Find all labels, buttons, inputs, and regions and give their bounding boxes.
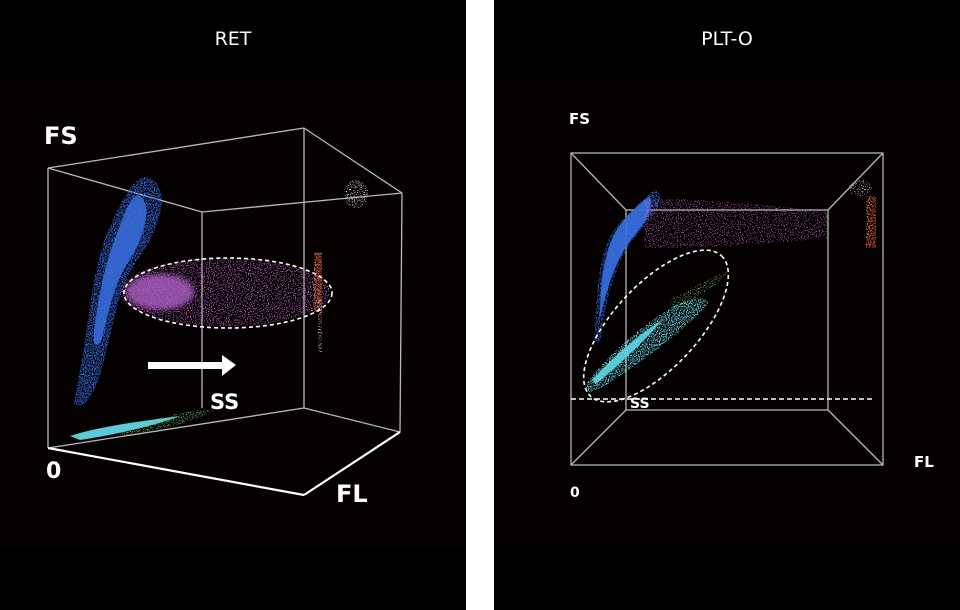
front-axes [47,431,401,497]
platelet-cluster-core [592,320,662,384]
ret-scatter-plot: FS SS FL 0 [44,122,403,508]
platelet-cluster-green [670,270,730,310]
axis-label-fs: FS [44,122,78,150]
arrow-icon [148,355,236,376]
box-wireframe [570,152,884,466]
retic-cluster [644,199,828,248]
panel-title-plt-o: PLT-O [701,28,753,50]
retic-cluster-dense [126,274,194,310]
axis-origin-0: 0 [570,485,580,501]
axis-origin-0: 0 [46,459,61,484]
white-streak [318,180,368,352]
axis-label-ss: SS [210,390,239,414]
plt-o-scatter-plot: FS SS FL 0 [569,110,934,501]
axis-label-fl: FL [336,480,368,508]
orange-streak [314,252,322,312]
plot-background [494,78,960,544]
retic-cluster [120,258,330,326]
rbc-cluster-core [93,195,147,345]
gate-ellipse [123,257,333,329]
gate-ellipse [582,249,730,403]
orange-streak [866,196,876,248]
axis-label-fs: FS [569,110,590,128]
plt-o-panel: PLT-O [494,0,960,610]
platelet-cluster [586,298,708,392]
axis-label-fl: FL [914,453,934,471]
platelet-cluster-green [120,409,215,436]
white-streak [848,180,872,196]
ret-panel: RET [0,0,466,610]
axis-label-ss: SS [630,396,650,412]
rbc-cluster-core [600,196,651,318]
panel-title-ret: RET [214,28,252,50]
